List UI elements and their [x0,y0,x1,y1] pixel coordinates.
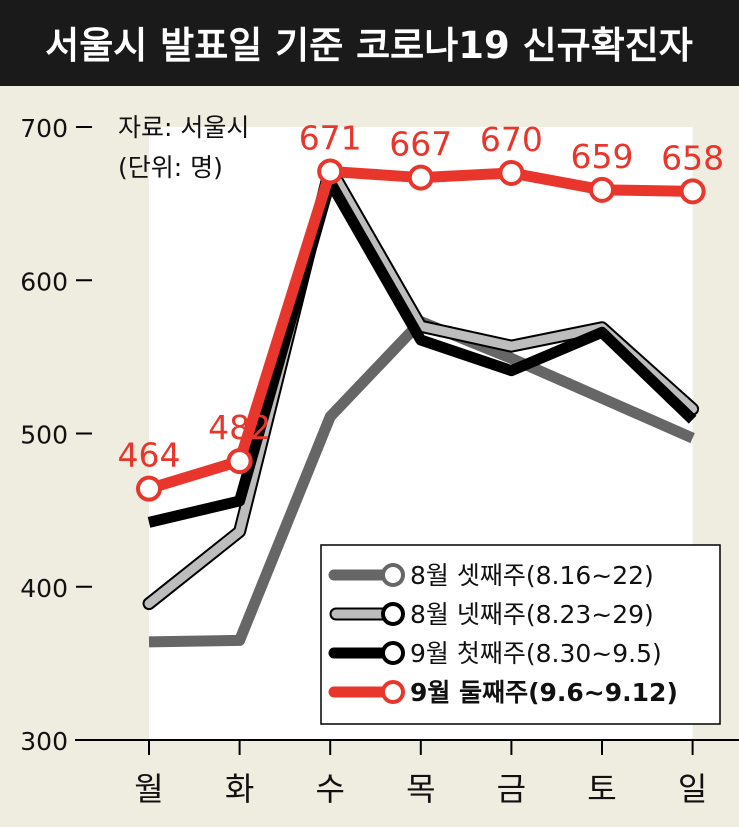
y-axis: 700 600 500 400 300 [20,114,92,756]
y-tick-label: 700 [20,114,68,143]
legend-item: 8월 넷째주(8.23~29) [329,600,654,629]
data-point [136,475,162,502]
legend-item: 8월 셋째주(8.16~22) [328,561,654,590]
legend-item: 9월 둘째주(9.6~9.12) [328,678,678,707]
legend-label: 9월 둘째주(9.6~9.12) [410,678,678,707]
data-point [226,448,253,475]
data-label: 482 [208,408,271,447]
data-point [589,176,615,203]
series-line [147,176,697,528]
x-tick-label: 일 [678,770,707,808]
data-point [407,164,434,191]
legend-label: 8월 셋째주(8.16~22) [410,561,654,590]
data-label: 671 [299,118,362,157]
legend-marker [381,602,405,626]
x-tick-label: 화 [225,770,254,808]
series-4: 464 482 671 667 670 659 658 [118,118,724,502]
legend-marker [381,641,405,665]
unit-note: (단위: 명) [118,153,223,182]
series-lines: 464 482 671 667 670 659 658 [118,118,724,648]
title-bar [0,0,739,86]
legend-marker [381,563,405,587]
chart-title: 서울시 발표일 기준 코로나19 신규확진자 [45,24,693,67]
legend-item: 9월 첫째주(8.30~9.5) [328,639,662,668]
data-point [317,158,344,185]
data-point [679,178,706,205]
data-label: 659 [571,137,634,176]
legend-label: 9월 첫째주(8.30~9.5) [410,639,662,668]
x-tick-label: 금 [497,770,526,808]
legend-marker [381,680,405,704]
series-3 [147,176,697,528]
source-note: 자료: 서울시 [118,113,249,142]
x-tick-label: 토 [587,770,616,808]
y-tick-label: 600 [20,267,68,296]
x-tick-label: 수 [315,770,344,808]
legend-label: 8월 넷째주(8.23~29) [410,600,654,629]
legend: 8월 셋째주(8.16~22) 8월 넷째주(8.23~29) 9월 첫째주(8.3… [320,544,721,725]
y-tick-label: 300 [20,727,68,756]
x-tick-label: 월 [134,770,163,808]
data-label: 667 [389,125,452,164]
data-label: 658 [661,138,724,177]
x-tick-label: 목 [406,770,435,808]
y-tick-label: 400 [20,574,68,603]
data-label: 464 [118,436,181,475]
y-tick-label: 500 [20,421,68,450]
data-point [498,159,525,186]
data-label: 670 [480,120,543,159]
